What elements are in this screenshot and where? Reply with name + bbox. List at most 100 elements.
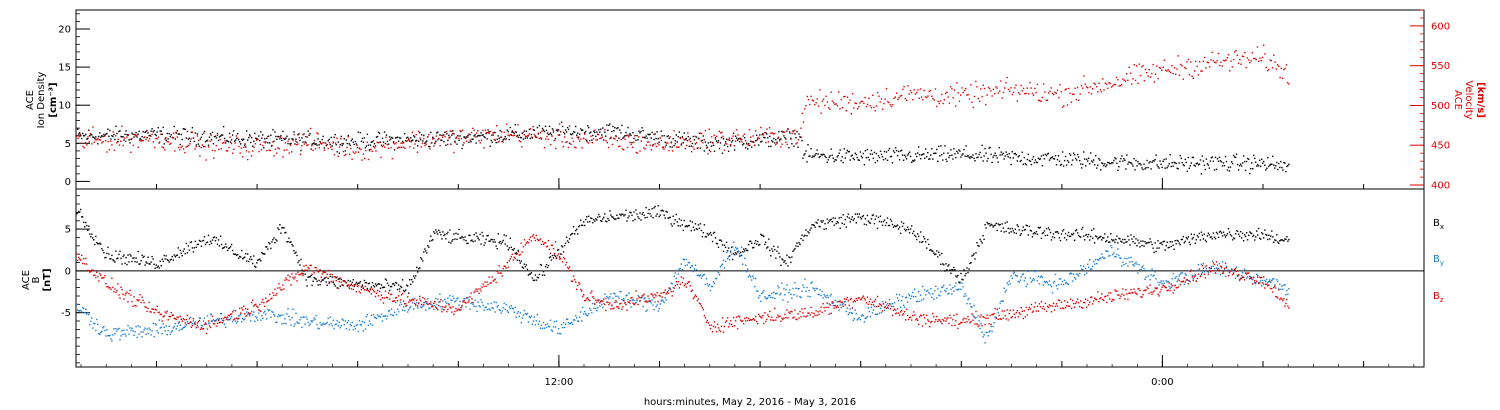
- density-velocity-series0-point: [152, 131, 154, 133]
- density-velocity-series1-point: [1021, 90, 1023, 92]
- density-velocity-series1-point: [716, 135, 718, 137]
- magnetic-field-Bx-point: [457, 233, 459, 235]
- magnetic-field-By-point: [95, 329, 97, 332]
- magnetic-field-By-point: [536, 314, 539, 316]
- density-velocity-series1-point: [646, 141, 649, 143]
- magnetic-field-By-point: [889, 303, 892, 305]
- magnetic-field-By-point: [1254, 282, 1256, 284]
- magnetic-field-By-point: [664, 297, 666, 299]
- density-velocity-series1-point: [143, 136, 146, 138]
- magnetic-field-Bx-point: [420, 257, 422, 259]
- magnetic-field-By-point: [1098, 259, 1100, 261]
- magnetic-field-Bx-point: [157, 265, 159, 267]
- magnetic-field-Bx-point: [1251, 232, 1253, 235]
- density-velocity-series0-point: [463, 136, 465, 138]
- magnetic-field-Bx-point: [134, 260, 136, 263]
- magnetic-field-By-point: [381, 320, 384, 322]
- density-velocity-series0-point: [159, 130, 161, 132]
- density-velocity-series0-point: [1187, 156, 1189, 159]
- magnetic-field-Bx-point: [389, 286, 392, 288]
- magnetic-field-By-point: [1051, 292, 1054, 294]
- density-velocity-series0-point: [1162, 160, 1164, 162]
- density-velocity-series1-point: [543, 147, 546, 149]
- magnetic-field-By-point: [1184, 273, 1186, 275]
- magnetic-field-By-point: [800, 296, 802, 299]
- magnetic-field-Bx-point: [264, 253, 266, 255]
- density-velocity-series0-point: [877, 155, 880, 157]
- magnetic-field-Bz-point: [170, 312, 172, 314]
- density-velocity-series0-point: [1128, 161, 1130, 163]
- density-velocity-series1-point: [1137, 82, 1139, 84]
- magnetic-field-By-point: [712, 281, 715, 283]
- magnetic-field-Bx-point: [702, 232, 705, 234]
- density-velocity-series0-point: [690, 145, 692, 147]
- density-velocity-series1-point: [216, 134, 219, 136]
- density-velocity-series1-point: [960, 94, 962, 96]
- magnetic-field-Bx-point: [1041, 232, 1044, 235]
- magnetic-field-By-point: [268, 309, 270, 312]
- magnetic-field-Bx-point: [712, 232, 715, 234]
- magnetic-field-Bx-point: [467, 242, 469, 244]
- magnetic-field-Bz-point: [92, 269, 94, 271]
- magnetic-field-Bx-point: [355, 281, 358, 284]
- density-velocity-series0-point: [1175, 162, 1177, 165]
- magnetic-field-Bz-point: [229, 313, 232, 315]
- density-velocity-series0-point: [985, 152, 987, 154]
- density-velocity-series0-point: [288, 138, 290, 140]
- density-velocity-series0-point: [599, 131, 601, 133]
- magnetic-field-By-point: [552, 326, 555, 328]
- density-velocity-series0-point: [1066, 159, 1069, 162]
- magnetic-field-Bx-point: [275, 238, 277, 241]
- magnetic-field-Bx-point: [1003, 231, 1005, 233]
- magnetic-field-Bx-point: [599, 215, 601, 218]
- magnetic-field-Bx-point: [661, 209, 663, 211]
- magnetic-field-Bx-point: [316, 280, 318, 282]
- density-velocity-series1-point: [341, 143, 343, 145]
- magnetic-field-Bx-point: [530, 272, 533, 274]
- magnetic-field-Bz-point: [293, 278, 295, 280]
- density-velocity-series0-point: [803, 154, 805, 156]
- density-velocity-series0-point: [1226, 169, 1229, 171]
- density-velocity-series1-point: [1175, 73, 1177, 76]
- density-velocity-series0-point: [793, 145, 795, 147]
- magnetic-field-Bx-point: [756, 243, 758, 245]
- density-velocity-series0-point: [437, 131, 439, 133]
- magnetic-field-Bz-point: [241, 307, 243, 309]
- magnetic-field-Bx-point: [1226, 233, 1229, 235]
- density-velocity-series0-point: [822, 153, 824, 155]
- density-velocity-series1-point: [586, 141, 588, 143]
- density-velocity-series1-point: [859, 102, 861, 104]
- magnetic-field-By-point: [493, 301, 495, 303]
- density-velocity-series0-point: [723, 144, 726, 146]
- density-velocity-series0-point: [778, 131, 780, 133]
- magnetic-field-By-point: [633, 299, 635, 302]
- magnetic-field-By-point: [685, 258, 687, 261]
- magnetic-field-Bz-point: [295, 273, 297, 275]
- magnetic-field-Bx-point: [656, 213, 658, 215]
- magnetic-field-By-point: [129, 327, 131, 329]
- magnetic-field-Bx-point: [225, 246, 228, 248]
- magnetic-field-Bx-point: [567, 241, 570, 244]
- magnetic-field-Bx-point: [1192, 236, 1194, 239]
- magnetic-field-Bz-point: [130, 294, 132, 296]
- density-velocity-series1-point: [345, 153, 347, 156]
- magnetic-field-Bx-point: [722, 250, 725, 253]
- density-velocity-series1-point: [1166, 70, 1168, 72]
- magnetic-field-By-point: [681, 269, 683, 271]
- density-velocity-series0-point: [1195, 163, 1197, 165]
- magnetic-field-By-point: [977, 315, 979, 317]
- density-velocity-series0-point: [1024, 163, 1026, 165]
- magnetic-field-By-point: [601, 303, 603, 306]
- magnetic-field-By-point: [287, 307, 289, 310]
- density-velocity-series1-point: [151, 133, 153, 135]
- density-velocity-series0-point: [381, 137, 384, 139]
- magnetic-field-Bx-point: [342, 280, 344, 282]
- density-velocity-series0-point: [164, 138, 166, 140]
- density-velocity-series1-point: [556, 128, 558, 131]
- magnetic-field-By-point: [341, 318, 343, 320]
- density-velocity-series1-point: [555, 147, 557, 150]
- density-velocity-series0-point: [937, 160, 939, 162]
- density-velocity-series1-point: [951, 88, 953, 90]
- density-velocity-series0-point: [411, 140, 413, 142]
- density-velocity-series1-point: [309, 127, 312, 130]
